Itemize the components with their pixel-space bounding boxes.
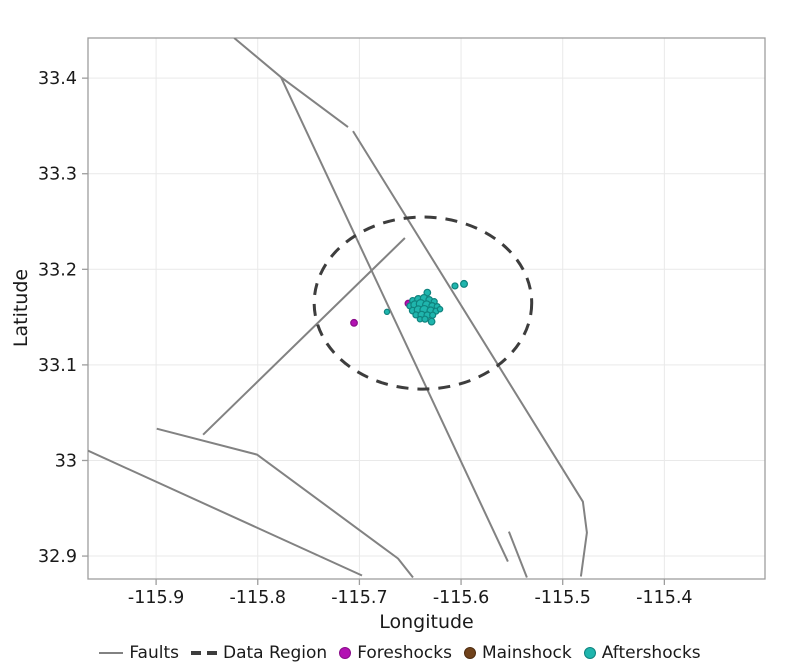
legend-label: Aftershocks xyxy=(601,643,701,663)
y-tick-label: 33.4 xyxy=(38,69,77,89)
data-region-ellipse xyxy=(312,215,534,391)
foreshock-point xyxy=(350,318,358,327)
aftershock-point xyxy=(427,317,436,326)
foreshock-marker-icon xyxy=(339,647,352,659)
dashed-line-sample-icon xyxy=(191,651,217,655)
x-tick-label: -115.5 xyxy=(535,588,591,608)
aftershock-point xyxy=(460,279,469,288)
legend-label: Faults xyxy=(129,643,179,663)
plot-border xyxy=(87,37,766,580)
y-tick-label: 33.2 xyxy=(38,260,77,280)
x-tick-label: -115.6 xyxy=(433,588,489,608)
legend-item-data-region: Data Region xyxy=(191,643,327,663)
x-tick-label: -115.9 xyxy=(128,588,184,608)
fault-line xyxy=(507,531,528,578)
legend-label: Mainshock xyxy=(481,643,572,663)
fault-line xyxy=(280,76,509,563)
y-tick-label: 33 xyxy=(55,451,77,471)
legend-item-mainshock: Mainshock xyxy=(463,643,572,663)
x-tick-label: -115.7 xyxy=(331,588,387,608)
legend-label: Foreshocks xyxy=(357,643,452,663)
mainshock-marker-icon xyxy=(463,647,476,659)
fault-line xyxy=(156,427,414,579)
y-axis-title: Latitude xyxy=(10,268,32,348)
aftershock-point xyxy=(436,305,444,313)
aftershock-marker-icon xyxy=(583,647,596,659)
y-tick-label: 32.9 xyxy=(38,547,77,567)
x-axis-title: Longitude xyxy=(379,611,474,633)
aftershock-point xyxy=(451,282,459,290)
x-tick-label: -115.8 xyxy=(230,588,286,608)
fault-line xyxy=(352,130,588,577)
fault-line xyxy=(233,38,349,128)
legend-label: Data Region xyxy=(223,643,328,663)
legend-item-faults: Faults xyxy=(99,643,179,663)
legend: Faults Data Region Foreshocks Mainshock Afte… xyxy=(0,639,800,667)
fault-line xyxy=(88,449,363,577)
x-tick-label: -115.4 xyxy=(636,588,692,608)
fault-line-sample-icon xyxy=(99,651,124,655)
fault-line xyxy=(202,237,406,436)
aftershock-point xyxy=(383,308,391,316)
y-tick-label: 33.1 xyxy=(38,356,77,376)
y-tick-label: 33.3 xyxy=(38,165,77,185)
aftershock-point xyxy=(429,311,437,319)
aftershock-point xyxy=(421,315,429,323)
plot-area xyxy=(88,38,588,579)
legend-item-aftershocks: Aftershocks xyxy=(583,643,701,663)
legend-item-foreshocks: Foreshocks xyxy=(339,643,452,663)
